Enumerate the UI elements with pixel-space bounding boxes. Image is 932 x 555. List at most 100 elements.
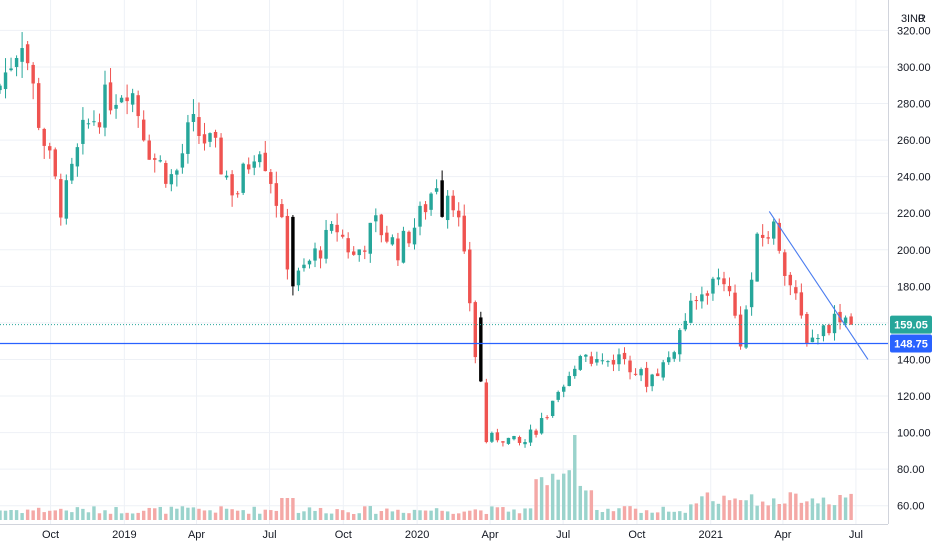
volume-bar [158,506,162,520]
volume-bar [396,509,400,520]
candle-body [617,354,621,365]
x-tick-label: Oct [628,529,645,541]
x-tick-label: Jul [556,529,570,541]
candle-body [816,338,820,340]
volume-bar [711,501,715,520]
candle-body [357,249,361,256]
candle-body [418,205,422,227]
last-price-label: 159.05 [894,320,928,332]
volume-bar [595,509,599,520]
candle-body [53,149,57,177]
candle-body [589,356,594,364]
volume-bar [108,513,113,520]
volume-bar [285,498,290,520]
volume-bar [434,508,439,520]
grid-layer [0,0,888,524]
candle-body [114,104,118,109]
candle-body [169,174,174,185]
candle-body [48,146,52,151]
volume-bar [805,501,809,520]
volume-bar [25,509,30,520]
volume-bar [64,510,69,520]
volume-bar [744,500,748,520]
volume-bar [75,507,80,520]
volume-bar [70,512,74,520]
candle-body [164,163,168,184]
volume-bar [291,498,295,520]
candle-body [368,222,372,254]
y-tick-label: 260.00 [897,135,931,147]
volume-bar [550,473,555,520]
candle-body [302,264,306,269]
candle-body [512,435,516,440]
candle-body [9,68,13,71]
volume-bar [324,513,328,520]
candle-body [744,309,748,348]
volume-bar [235,510,240,520]
volume-bar [451,513,455,520]
x-tick-label: Apr [188,529,205,541]
candle-body [672,352,676,359]
volume-bar [274,510,279,520]
volume-bar [230,509,234,520]
volume-bar [407,513,411,520]
y-tick-label: 300.00 [897,62,931,74]
volume-bar [622,506,627,520]
volume-bar [97,513,102,520]
candle-body [578,356,583,370]
candle-body [363,250,367,252]
y-tick-label: 140.00 [897,354,931,366]
badge-layer: 159.05 148.75 [890,315,932,353]
volume-bar [843,497,848,520]
candle-body [97,122,102,128]
candle-body [705,293,710,296]
volume-bar [517,513,522,520]
volume-bar [36,507,41,520]
volume-bar [186,507,190,520]
x-tick-label: Oct [42,529,59,541]
candle-body [661,362,665,378]
volume-bar [180,506,185,520]
candle-body [230,174,234,196]
candle-body [683,320,688,330]
volume-bar [716,503,721,520]
candle-body [556,391,560,400]
y-tick-label: 220.00 [897,208,931,220]
volume-bar [661,506,665,520]
candle-body [523,442,527,445]
volume-bar [3,510,8,520]
candle-body [456,210,461,218]
candle-body [158,160,162,162]
volume-bar [534,479,538,520]
candle-body [495,432,500,441]
candle-body [81,119,85,144]
volume-bar [423,510,428,520]
candle-body [64,180,69,219]
volume-bar [794,493,798,520]
candle-body [335,224,339,233]
volume-bar [175,508,179,520]
candle-body [390,237,395,245]
volume-bar [153,508,157,520]
candle-body [821,325,826,337]
volume-bar [92,506,96,520]
support-badge [890,334,932,353]
candle-body [434,188,439,192]
candle-body [760,234,765,238]
volume-bar [738,500,743,520]
candle-body [788,274,793,286]
candle-body [722,278,726,285]
volume-bar [412,509,417,520]
trendline [768,211,869,360]
currency-header: 3 INR 0 [901,13,926,25]
volume-bar [672,511,676,520]
volume-bar [766,505,770,520]
volume-bar [772,498,776,520]
y-tick-label: 80.00 [897,464,925,476]
volume-bar [832,505,837,520]
candle-body [738,314,743,347]
volume-bar [633,508,638,520]
candle-body [611,360,616,365]
candle-body [694,300,699,302]
